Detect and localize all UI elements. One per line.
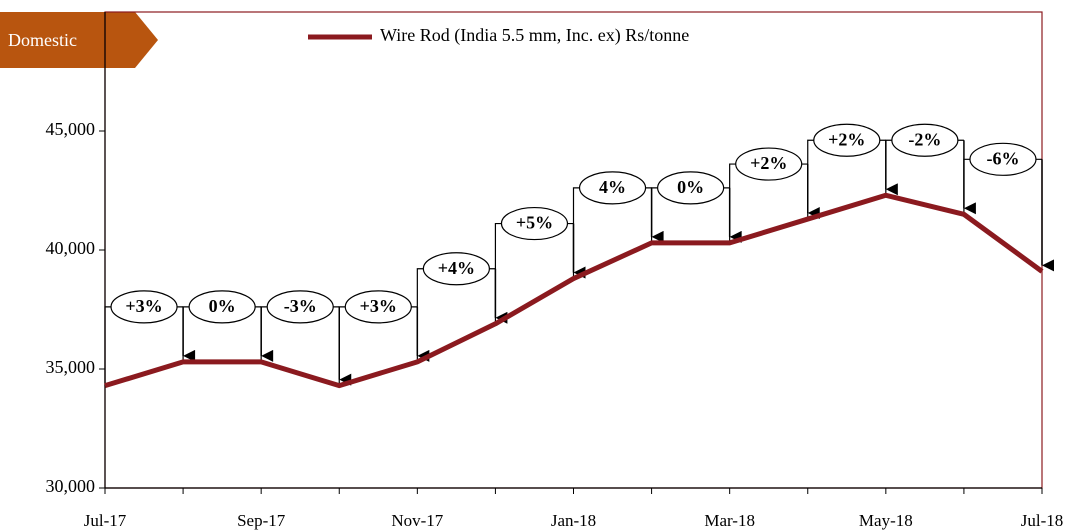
tag-text: Domestic xyxy=(8,30,77,50)
annotation-label: -3% xyxy=(284,296,317,316)
y-tick-label: 40,000 xyxy=(46,238,96,258)
x-tick-label: Jan-18 xyxy=(551,511,596,530)
annotation-label: +3% xyxy=(360,296,397,316)
series-line xyxy=(104,192,1044,389)
annotation-bubble xyxy=(188,290,256,324)
annotation-label: +4% xyxy=(438,258,475,278)
annotation-bubble xyxy=(110,290,178,324)
x-tick-label: Mar-18 xyxy=(704,511,755,530)
annotation-label: +2% xyxy=(750,153,787,173)
annotation-bubble xyxy=(266,290,334,324)
x-tick-label: Nov-17 xyxy=(391,511,443,530)
tag-badge xyxy=(0,12,158,68)
x-tick-label: Jul-17 xyxy=(84,511,127,530)
annotation-bubble xyxy=(578,171,647,205)
annotation-label: +3% xyxy=(125,296,162,316)
y-tick-label: 35,000 xyxy=(46,357,96,377)
annotation-bubble xyxy=(813,123,881,157)
annotation-bubble xyxy=(422,252,490,286)
y-tick-label: 30,000 xyxy=(46,476,96,496)
annotation-label: 0% xyxy=(209,296,236,316)
x-tick-label: Jul-18 xyxy=(1021,511,1064,530)
annotation-bubble xyxy=(657,171,725,205)
x-tick-label: Sep-17 xyxy=(237,511,286,530)
annotation-label: +5% xyxy=(516,213,553,233)
legend-label: Wire Rod (India 5.5 mm, Inc. ex) Rs/tonn… xyxy=(380,25,689,46)
annotation-label: 4% xyxy=(599,177,626,197)
x-tick-label: May-18 xyxy=(859,511,913,530)
annotation-bubble xyxy=(969,142,1037,176)
annotation-bubble xyxy=(735,147,803,181)
annotation-label: 0% xyxy=(677,177,704,197)
annotation-label: -6% xyxy=(986,148,1019,168)
annotation-label: +2% xyxy=(828,129,865,149)
annotation-bubble xyxy=(500,206,569,241)
annotation-label: -2% xyxy=(908,129,941,149)
y-tick-label: 45,000 xyxy=(46,119,96,139)
annotation-bubble xyxy=(891,123,959,157)
annotation-bubble xyxy=(344,290,412,324)
